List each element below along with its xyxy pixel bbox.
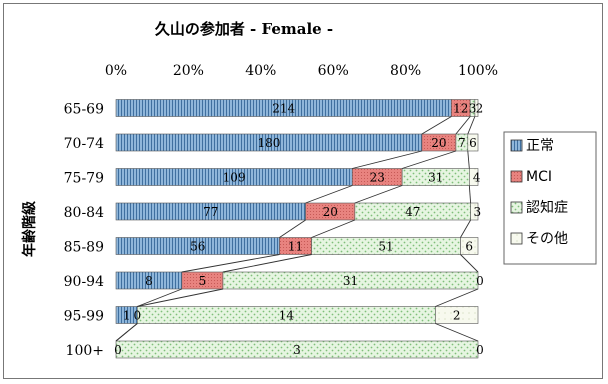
connector-line <box>435 323 479 342</box>
connector-line <box>115 323 138 342</box>
data-label: 8 <box>145 274 153 288</box>
data-label: 5 <box>199 274 207 288</box>
category-label: 70-74 <box>64 136 104 152</box>
data-label: 31 <box>428 171 443 185</box>
x-tick-label: 80% <box>390 63 421 79</box>
stacked-bar-chart: 久山の参加者 - Female - 0% 20% 40% 60% 80% 100% 214… <box>21 20 597 360</box>
bar-dementia <box>115 340 479 359</box>
data-label: 3 <box>293 343 301 357</box>
connector-line <box>137 288 224 307</box>
bar-other <box>470 202 479 221</box>
connector-line <box>311 219 356 238</box>
data-label: 47 <box>405 205 420 219</box>
legend-swatch-mci <box>510 170 523 183</box>
connector-line <box>401 150 457 169</box>
data-label: 0 <box>476 274 484 288</box>
connector-line <box>421 116 452 135</box>
legend-label-mci: MCI <box>526 169 552 185</box>
connector-line <box>305 185 353 204</box>
connector-line <box>279 219 306 238</box>
data-label: 12 <box>453 102 468 116</box>
legend-swatch-normal <box>510 139 523 152</box>
data-label: 23 <box>370 171 385 185</box>
category-label: 95-99 <box>64 309 104 325</box>
category-labels: 65-69 70-74 75-79 80-84 85-89 90-94 95-99 100+ <box>64 102 104 360</box>
series-connectors <box>115 116 479 342</box>
data-label: 109 <box>223 171 246 185</box>
category-label: 100+ <box>66 343 104 359</box>
data-label: 1 <box>123 309 131 323</box>
legend-swatch-other <box>510 232 523 245</box>
data-label: 56 <box>190 240 205 254</box>
data-label: 51 <box>378 240 393 254</box>
x-tick-label: 0% <box>105 63 127 79</box>
connector-line <box>222 254 312 273</box>
connector-line <box>468 185 472 204</box>
data-label: 20 <box>323 205 338 219</box>
data-label: 77 <box>203 205 218 219</box>
data-label: 31 <box>343 274 358 288</box>
x-tick-label: 20% <box>173 63 204 79</box>
bars <box>115 99 479 359</box>
data-label: 6 <box>465 240 473 254</box>
data-label: 3 <box>473 205 481 219</box>
data-label: 180 <box>258 136 281 150</box>
x-axis-ticks: 0% 20% 40% 60% 80% 100% <box>105 63 498 79</box>
connector-line <box>467 150 470 169</box>
connector-line <box>352 150 423 169</box>
category-label: 80-84 <box>64 205 104 221</box>
data-label: 0 <box>476 343 484 357</box>
bar-dementia <box>222 271 479 290</box>
y-axis-label: 年齢階級 <box>21 201 38 257</box>
data-label: 2 <box>453 309 461 323</box>
legend-label-other: その他 <box>526 231 568 247</box>
x-tick-label: 100% <box>458 63 498 79</box>
data-label: 14 <box>279 309 295 323</box>
bar-other <box>474 99 479 117</box>
connector-line <box>354 185 403 204</box>
x-tick-label: 60% <box>318 63 349 79</box>
bar-other <box>467 133 479 152</box>
legend-label-dementia: 認知症 <box>526 199 568 216</box>
bar-other <box>460 237 479 255</box>
legend-label-normal: 正常 <box>526 138 554 154</box>
category-label: 90-94 <box>64 274 104 290</box>
data-label: 0 <box>133 309 141 323</box>
data-label: 214 <box>272 102 295 116</box>
bar-other <box>469 168 479 186</box>
data-label: 20 <box>431 136 446 150</box>
connector-line <box>137 288 182 307</box>
chart-frame: 久山の参加者 - Female - 0% 20% 40% 60% 80% 100% 214… <box>3 3 603 379</box>
connector-line <box>467 116 476 135</box>
bar-other <box>435 306 479 324</box>
connector-line <box>460 219 472 238</box>
connector-line <box>460 254 479 273</box>
legend-swatch-dementia <box>510 201 523 214</box>
data-label: 2 <box>476 102 484 116</box>
chart-title: 久山の参加者 - Female - <box>155 20 333 38</box>
category-label: 75-79 <box>64 171 104 187</box>
data-label: 11 <box>288 240 303 254</box>
data-label: 3 <box>469 102 477 116</box>
category-label: 65-69 <box>64 102 104 118</box>
data-label: 7 <box>458 136 466 150</box>
connector-line <box>455 116 471 135</box>
x-tick-label: 40% <box>245 63 276 79</box>
data-label: 6 <box>469 136 477 150</box>
data-label: 4 <box>473 171 481 185</box>
connector-line <box>435 288 479 307</box>
data-label: 0 <box>114 343 122 357</box>
connector-line <box>181 254 280 273</box>
category-label: 85-89 <box>64 240 104 256</box>
